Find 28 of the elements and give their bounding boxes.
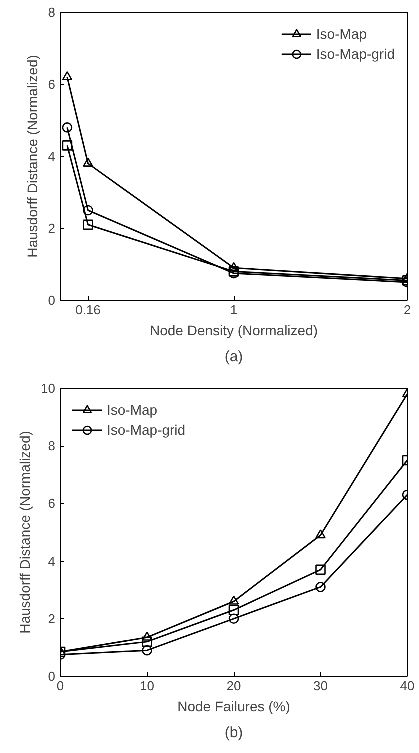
x-axis-title: Node Failures (%): [178, 698, 290, 714]
y-tick-label: 8: [48, 438, 56, 454]
y-tick-label: 4: [48, 149, 56, 164]
x-tick-label: 2: [404, 302, 412, 318]
y-tick-label: 4: [48, 554, 56, 569]
x-tick-label: 10: [140, 678, 154, 694]
x-tick-label: 1: [230, 302, 238, 318]
y-axis-title: Hausdorff Distance (Normalized): [24, 55, 40, 258]
legend-label: Iso-Map: [107, 402, 158, 418]
x-tick-label: 20: [226, 678, 242, 694]
y-tick-label: 0: [48, 669, 56, 684]
y-tick-label: 2: [48, 611, 56, 626]
x-tick-label: 40: [400, 678, 415, 694]
x-tick-label: 0.16: [76, 302, 101, 318]
y-tick-label: 10: [41, 381, 56, 396]
x-axis-title: Node Density (Normalized): [150, 322, 318, 338]
y-axis-title: Hausdorff Distance (Normalized): [17, 431, 34, 634]
y-tick-label: 6: [48, 77, 56, 92]
y-tick-label: 2: [48, 221, 56, 236]
legend-label: Iso-Map: [316, 26, 367, 42]
x-tick-label: 30: [314, 678, 328, 694]
y-tick-label: 0: [48, 293, 56, 308]
y-tick-label: 8: [48, 5, 56, 20]
legend-label: Iso-Map-grid: [316, 46, 395, 62]
text: (a): [224, 348, 244, 366]
y-tick-label: 6: [48, 496, 56, 512]
text: (b): [224, 724, 244, 742]
legend-label: Iso-Map-grid: [107, 422, 186, 438]
